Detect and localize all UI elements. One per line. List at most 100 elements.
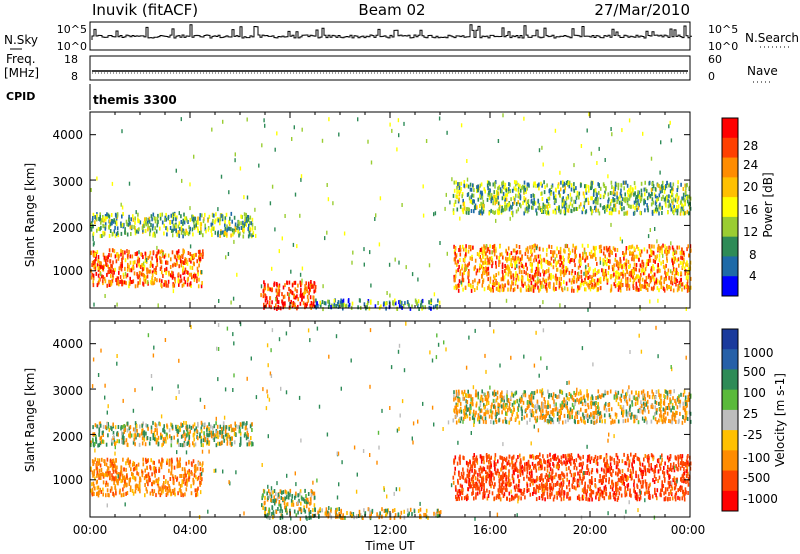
power-cell [379, 196, 382, 201]
power-cell [260, 284, 263, 289]
power-cell [492, 288, 494, 293]
power-cell [517, 191, 520, 196]
velocity-cell [146, 489, 148, 494]
power-cell [524, 281, 526, 286]
velocity-cell [267, 496, 269, 500]
velocity-cell [146, 459, 149, 464]
power-cell [472, 279, 474, 284]
power-cell [183, 230, 185, 235]
power-cell [607, 192, 610, 197]
power-cell [638, 251, 641, 256]
velocity-cell [131, 489, 134, 493]
power-cell [631, 272, 633, 277]
power-cell [129, 268, 131, 273]
power-cell [328, 302, 331, 307]
power-cell [127, 262, 129, 267]
power-cell [633, 267, 636, 272]
power-cell [321, 300, 324, 304]
power-cell [147, 256, 149, 260]
velocity-cell [310, 493, 313, 498]
power-cell [231, 219, 233, 224]
velocity-cell [261, 503, 263, 508]
power-cell [516, 284, 519, 289]
power-cell [545, 259, 548, 264]
power-cell [129, 280, 132, 285]
power-cell [290, 299, 292, 304]
velocity-cell [96, 424, 98, 429]
velocity-cell [299, 491, 301, 496]
power-cell [240, 214, 242, 219]
velocity-cell [159, 422, 161, 427]
power-cell [476, 268, 479, 273]
velocity-cell [170, 461, 173, 466]
power-cell [234, 158, 236, 163]
velocity-cell [210, 430, 212, 435]
velocity-cell [180, 491, 183, 496]
velocity-cell [285, 505, 287, 510]
power-cell [610, 284, 613, 289]
velocity-cell [150, 458, 152, 463]
power-cell [545, 210, 547, 215]
power-cell [126, 249, 128, 254]
power-cell [596, 161, 598, 165]
power-cell [305, 281, 307, 286]
power-cell [658, 258, 661, 263]
power-cell [482, 209, 485, 214]
power-cell [236, 225, 238, 230]
velocity-cell [561, 488, 563, 493]
power-cell [166, 260, 169, 265]
power-cell [152, 250, 155, 255]
power-cell [119, 264, 122, 269]
power-cell [663, 277, 666, 282]
power-cell [588, 285, 590, 290]
velocity-cell [95, 437, 97, 442]
power-cell [300, 177, 302, 182]
power-cell [369, 300, 372, 305]
power-cell [635, 263, 638, 267]
power-cell [480, 209, 482, 214]
power-cell [534, 269, 537, 274]
velocity-cell [234, 424, 237, 429]
power-cell [563, 204, 566, 209]
power-cell [309, 303, 312, 308]
power-cell [167, 216, 169, 221]
velocity-cell [166, 486, 169, 491]
power-cell [480, 264, 483, 269]
velocity-cell [141, 473, 144, 478]
power-cell [374, 304, 377, 309]
power-cell [550, 262, 553, 267]
power-cell [589, 266, 591, 271]
velocity-cell [186, 482, 188, 487]
velocity-cell [221, 440, 223, 445]
velocity-cell [587, 484, 589, 489]
power-cell [514, 261, 516, 266]
velocity-cell [241, 424, 244, 429]
power-cell [578, 195, 580, 200]
power-cell [585, 281, 588, 286]
velocity-cell [113, 476, 116, 481]
power-cell [656, 195, 658, 200]
power-cell [460, 181, 463, 186]
power-cell [224, 222, 226, 227]
colorbar-swatch [722, 256, 738, 277]
power-cell [502, 288, 504, 293]
velocity-cell [453, 471, 456, 476]
velocity-cell [221, 434, 223, 439]
velocity-cell [119, 472, 122, 477]
power-cell [181, 283, 184, 288]
power-cell [665, 274, 667, 279]
velocity-cell [178, 428, 180, 433]
power-cell [652, 250, 655, 255]
power-cell [234, 152, 236, 157]
power-cell [299, 213, 301, 218]
power-cell [664, 249, 666, 254]
velocity-cell [627, 482, 630, 487]
power-cell [230, 227, 232, 232]
power-cell [593, 278, 596, 283]
power-cell [636, 286, 638, 291]
power-cell [183, 249, 185, 254]
velocity-cell [174, 492, 176, 497]
power-cell [141, 263, 143, 268]
power-cell [146, 220, 149, 225]
velocity-cell [295, 513, 298, 518]
